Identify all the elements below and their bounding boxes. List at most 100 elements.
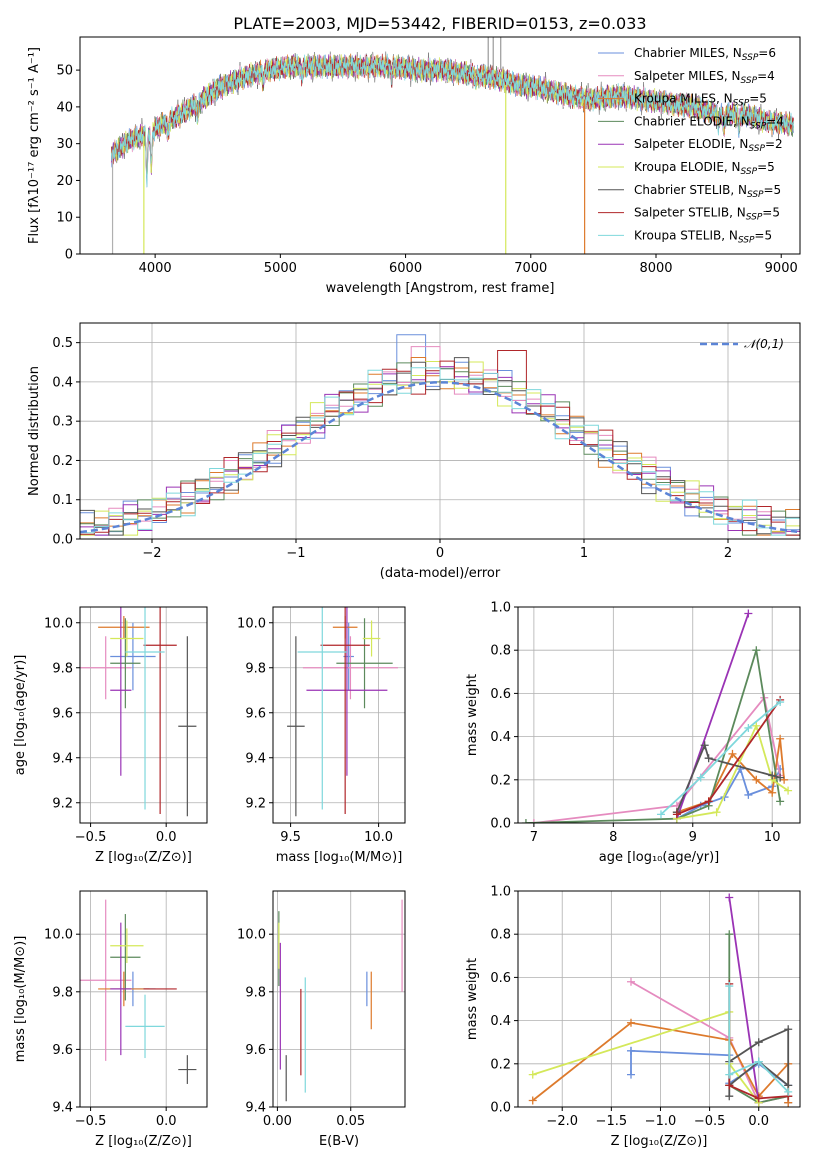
- legend-label-tail: =5: [749, 92, 767, 106]
- weight_vs_Z-marker-7: [725, 1081, 734, 1090]
- weight_vs_Z-marker-5: [528, 1070, 537, 1079]
- age_vs_Z-xtick-label: 0.0: [156, 830, 177, 845]
- legend-label-base: Kroupa MILES, N: [634, 92, 733, 106]
- legend-label-base: Kroupa ELODIE, N: [634, 160, 741, 174]
- mass_vs_Z-plot-area: [80, 899, 197, 1084]
- legend-label-base: Salpeter MILES, N: [634, 69, 741, 83]
- weight_vs_Z-xlabel: Z [log₁₀(Z/Z⊙)]: [611, 1134, 708, 1149]
- weight_vs_age-marker-4: [744, 609, 753, 618]
- weight_vs_Z-series-8: [728, 986, 789, 1093]
- weight_vs_Z-xtick-label: 0.0: [748, 1114, 769, 1129]
- weight_vs_Z-panel: −2.0 −1.5 −1.0 −0.5 0.0 0.0 0.2 0.4 0.6 0.8 1.0 Z […: [465, 885, 801, 1149]
- weight_vs_Z-marker-4: [725, 893, 734, 902]
- age_vs_Z-xtick-label: −0.5: [75, 830, 107, 845]
- weight_vs_age-marker-2: [752, 775, 761, 784]
- age_vs_Z-panel: −0.5 0.0 9.2 9.4 9.6 9.8 10.0 Z [log₁₀(Z/Z⊙)] ag…: [13, 606, 208, 865]
- spectrum-ytick-label: 40: [56, 100, 73, 115]
- weight_vs_age-marker-2: [776, 734, 785, 743]
- mass_vs_Z-ylabel: mass [log₁₀(M/M⊙)]: [13, 936, 28, 1063]
- age_vs_mass-plot-area: [287, 607, 398, 817]
- mass_vs_Z-ytick-label: 10.0: [44, 928, 73, 943]
- weight_vs_age-marker-3: [776, 797, 785, 806]
- weight_vs_age-xlabel: age [log₁₀(age/yr)]: [599, 850, 720, 865]
- weight_vs_age-marker-2: [768, 788, 777, 797]
- weight_vs_Z-plot-area: [528, 893, 793, 1107]
- spectrum-xtick-label: 4000: [139, 261, 172, 276]
- residuals-xtick-label: 2: [724, 546, 732, 561]
- weight_vs_Z-marker-0: [626, 1046, 635, 1055]
- age_vs_Z-xlabel: Z [log₁₀(Z/Z⊙)]: [95, 850, 192, 865]
- weight_vs_Z-marker-2: [528, 1096, 537, 1105]
- weight_vs_age-ytick-label: 0.6: [490, 687, 511, 702]
- weight_vs_age-marker-7: [672, 810, 681, 819]
- mass_vs_Z-ytick-label: 9.4: [52, 1101, 73, 1116]
- age_vs_mass-ytick-label: 9.4: [245, 751, 266, 766]
- mass_vs_Z-xlabel: Z [log₁₀(Z/Z⊙)]: [95, 1134, 192, 1149]
- spectrum-ytick-label: 30: [56, 137, 73, 152]
- weight_vs_age-marker-1: [529, 819, 538, 823]
- weight_vs_Z-ytick-label: 0.6: [490, 971, 511, 986]
- figure-title: PLATE=2003, MJD=53442, FIBERID=0153, z=0…: [233, 14, 646, 33]
- legend-label-sub: SSP: [741, 76, 758, 86]
- legend-label-3: Chabrier ELODIE, NSSP=4: [634, 114, 784, 131]
- residuals-xtick-label: −1: [286, 546, 305, 561]
- spectrum-line-kroupa-stelib-n-ssp-5: [110, 53, 794, 187]
- age_vs_Z-ytick-label: 10.0: [44, 616, 73, 631]
- weight_vs_Z-marker-6: [754, 1038, 763, 1047]
- weight_vs_age-marker-5: [784, 786, 793, 795]
- weight_vs_age-marker-3: [752, 646, 761, 655]
- residuals-ytick-label: 0.1: [52, 493, 73, 508]
- legend-label-0: Chabrier MILES, NSSP=6: [634, 46, 776, 63]
- spectrum-xtick-label: 9000: [765, 261, 798, 276]
- weight_vs_Z-ylabel: mass weight: [465, 958, 480, 1040]
- age_vs_Z-ytick-label: 9.4: [52, 751, 73, 766]
- weight_vs_age-marker-2: [728, 749, 737, 758]
- weight_vs_Z-marker-3: [725, 930, 734, 939]
- residual-hist-6: [80, 357, 800, 536]
- residuals-ytick-label: 0.5: [52, 336, 73, 351]
- legend-label-tail: =2: [765, 137, 783, 151]
- residuals-xtick-label: −2: [142, 546, 161, 561]
- legend-label-8: Kroupa STELIB, NSSP=5: [634, 228, 772, 245]
- weight_vs_age-ylabel: mass weight: [465, 674, 480, 756]
- age_vs_mass-xtick-label: 10.0: [364, 830, 393, 845]
- weight_vs_age-ytick-label: 0.8: [490, 644, 511, 659]
- residuals-ytick-label: 0.3: [52, 415, 73, 430]
- weight_vs_Z-ytick-label: 0.2: [490, 1057, 511, 1072]
- mass_vs_EBV-panel: 0.00 0.05 9.4 9.6 9.8 10.0 E(B-V): [237, 890, 406, 1149]
- weight_vs_age-panel: 7 8 9 10 0.0 0.2 0.4 0.6 0.8 1.0 age [log₁₀(age/yr…: [465, 601, 801, 865]
- spectrum-ylabel: Flux [fλ10⁻¹⁷ erg cm⁻² s⁻¹ A⁻¹]: [27, 47, 42, 244]
- residuals-xtick-label: 0: [436, 546, 444, 561]
- weight_vs_Z-xtick-label: −0.5: [694, 1114, 726, 1129]
- weight_vs_age-marker-5: [712, 808, 721, 817]
- mass_vs_Z-xtick-label: −0.5: [75, 1114, 107, 1129]
- legend-label-base: Chabrier STELIB, N: [634, 183, 747, 197]
- weight_vs_Z-grid: [518, 890, 800, 1108]
- weight_vs_age-marker-8: [744, 723, 753, 732]
- mass_vs_Z-panel: −0.5 0.0 9.4 9.6 9.8 10.0 Z [log₁₀(Z/Z⊙)] mass …: [13, 890, 208, 1149]
- weight_vs_age-marker-5: [752, 721, 761, 730]
- weight_vs_age-marker-6: [700, 741, 709, 750]
- residuals-ytick-label: 0.0: [52, 533, 73, 548]
- residual-hist-7: [80, 350, 800, 536]
- spectrum-xtick-label: 5000: [264, 261, 297, 276]
- weight_vs_age-marker-8: [696, 773, 705, 782]
- weight_vs_age-ytick-label: 1.0: [490, 601, 511, 616]
- age_vs_Z-ytick-label: 9.8: [52, 661, 73, 676]
- mass_vs_Z-grid: [80, 891, 207, 1108]
- mass_vs_EBV-xtick-label: 0.05: [336, 1114, 365, 1129]
- age_vs_Z-ytick-label: 9.6: [52, 706, 73, 721]
- weight_vs_Z-xtick-label: −1.0: [645, 1114, 677, 1129]
- weight_vs_age-xtick-label: 9: [689, 830, 697, 845]
- weight_vs_Z-marker-7: [754, 1094, 763, 1103]
- mass_vs_Z-ytick-label: 9.8: [52, 985, 73, 1000]
- weight_vs_Z-xtick-label: −1.5: [596, 1114, 628, 1129]
- mass_vs_EBV-xlabel: E(B-V): [319, 1134, 359, 1149]
- spectrum-xtick-label: 6000: [389, 261, 422, 276]
- legend-label-sub: SSP: [733, 99, 750, 109]
- weight_vs_Z-marker-2: [626, 1018, 635, 1027]
- legend-label-7: Salpeter STELIB, NSSP=5: [634, 206, 780, 223]
- weight_vs_age-marker-8: [656, 810, 665, 819]
- age_vs_Z-ylabel: age [log₁₀(age/yr)]: [13, 655, 28, 776]
- weight_vs_Z-ytick-label: 0.0: [490, 1101, 511, 1116]
